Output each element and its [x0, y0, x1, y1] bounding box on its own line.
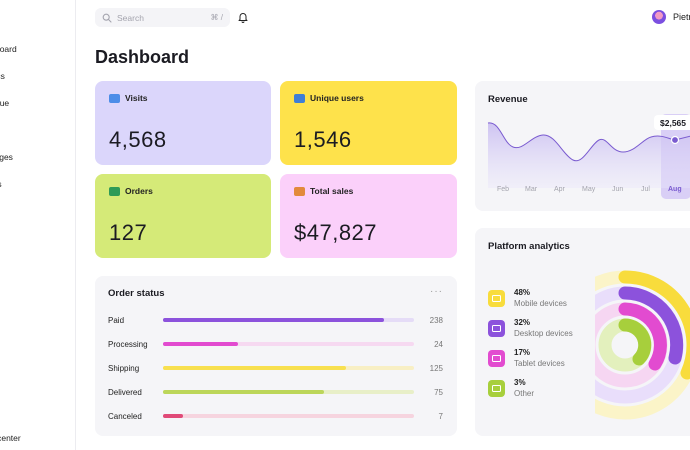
order-status-count: 7 [438, 411, 443, 421]
order-status-fill [163, 366, 347, 370]
order-status-name: Paid [108, 315, 125, 325]
bell-icon[interactable] [237, 11, 249, 23]
order-status-row: Canceled 7 [108, 410, 443, 422]
other-ring [618, 318, 652, 366]
order-status-name: Processing [108, 339, 148, 349]
visits-value: 4,568 [109, 127, 167, 152]
revenue-month-label: Aug [668, 186, 682, 193]
search-shortcut: ⌘ / [210, 13, 223, 22]
orders-value: 127 [109, 220, 148, 245]
revenue-area [488, 122, 690, 188]
revenue-month-label: Jun [612, 186, 624, 193]
platform-device-label: Tablet devices [514, 359, 565, 368]
platform-percent: 17% [514, 348, 531, 357]
platform-device-label: Desktop devices [514, 329, 573, 338]
device-icon [488, 380, 505, 397]
avatar[interactable] [652, 10, 666, 24]
revenue-month-label: Feb [497, 186, 510, 193]
order-status-count: 238 [429, 315, 443, 325]
tablet-ring [618, 302, 667, 371]
order-status-fill [163, 390, 324, 394]
unique-users-value: 1,546 [294, 127, 352, 152]
order-status-track [163, 318, 414, 322]
sidebar-item-analytics[interactable]: lytics [0, 71, 5, 81]
orders-icon [109, 186, 120, 196]
platform-percent: 3% [514, 378, 526, 387]
sidebar-item-revenue[interactable]: venue [0, 98, 10, 108]
revenue-title: Revenue [488, 94, 528, 105]
order-status-track [163, 366, 414, 370]
platform-device-label: Mobile devices [514, 299, 567, 308]
search-input[interactable]: Search ⌘ / [95, 8, 230, 27]
order-status-fill [163, 414, 184, 418]
total-sales-value: $47,827 [294, 220, 378, 245]
order-status-row: Delivered 75 [108, 386, 443, 398]
orders-card[interactable]: Orders 127 [95, 174, 271, 258]
total-sales-card[interactable]: Total sales $47,827 [280, 174, 457, 258]
sidebar-item-messages[interactable]: ssages [0, 152, 13, 162]
revenue-point-aug[interactable] [670, 135, 680, 145]
sidebar-item-settings[interactable]: ings [0, 179, 2, 189]
more-options-icon[interactable]: ··· [430, 286, 443, 297]
orders-label: Orders [125, 186, 153, 196]
platform-radial-chart[interactable] [595, 260, 690, 430]
sidebar-item-help-center[interactable]: p center [0, 433, 21, 443]
order-status-count: 125 [429, 363, 443, 373]
revenue-tooltip [654, 115, 690, 130]
device-icon [488, 350, 505, 367]
order-status-title: Order status [108, 288, 165, 299]
revenue-month-label: Apr [554, 186, 565, 193]
unique-users-label: Unique users [310, 93, 364, 103]
order-status-count: 24 [434, 339, 443, 349]
sidebar: shboard lytics venue ers ssages ings p c… [0, 0, 76, 450]
username[interactable]: Pietr [673, 12, 690, 22]
page-title: Dashboard [95, 47, 190, 67]
device-icon [488, 290, 505, 307]
order-status-name: Delivered [108, 387, 142, 397]
platform-analytics-title: Platform analytics [488, 241, 570, 252]
order-status-name: Canceled [108, 411, 142, 421]
sidebar-item-dashboard[interactable]: shboard [0, 44, 17, 54]
order-status-name: Shipping [108, 363, 140, 373]
revenue-month-label: Mar [525, 186, 538, 193]
unique-users-card[interactable]: Unique users 1,546 [280, 81, 457, 165]
order-status-row: Paid 238 [108, 314, 443, 326]
platform-percent: 32% [514, 318, 531, 327]
visits-label: Visits [125, 93, 148, 103]
order-status-panel: Order status ··· Paid 238 Processing 24 Ship… [95, 276, 457, 436]
order-status-track [163, 342, 414, 346]
revenue-month-label: Jul [641, 186, 650, 193]
revenue-month-label: May [582, 186, 596, 193]
visits-card[interactable]: Visits 4,568 [95, 81, 271, 165]
order-status-fill [163, 318, 384, 322]
sales-icon [294, 186, 305, 196]
platform-device-label: Other [514, 389, 535, 398]
platform-percent: 48% [514, 288, 531, 297]
revenue-chart[interactable]: $2,565 [475, 81, 690, 211]
revenue-tooltip-value: $2,565 [660, 118, 686, 128]
mobile-ring [618, 270, 690, 380]
users-icon [294, 93, 305, 103]
order-status-track [163, 414, 414, 418]
search-icon [102, 13, 112, 23]
search-placeholder: Search [117, 12, 144, 23]
desktop-ring [618, 286, 684, 365]
device-icon [488, 320, 505, 337]
visits-icon [109, 93, 120, 103]
order-status-row: Shipping 125 [108, 362, 443, 374]
order-status-track [163, 390, 414, 394]
order-status-row: Processing 24 [108, 338, 443, 350]
revenue-line [487, 122, 690, 162]
order-status-fill [163, 342, 239, 346]
total-sales-label: Total sales [310, 186, 354, 196]
order-status-count: 75 [434, 387, 443, 397]
